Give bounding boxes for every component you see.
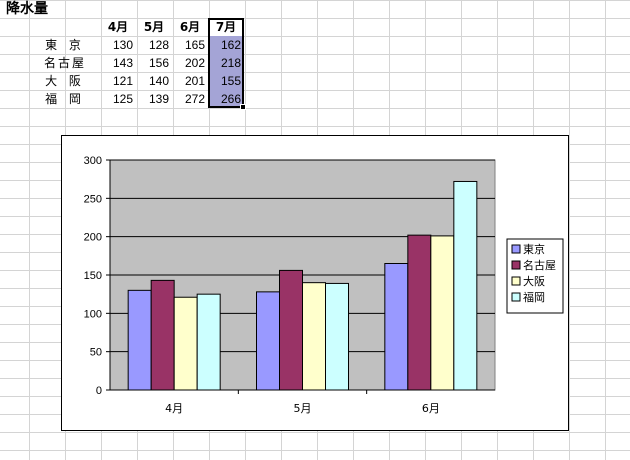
bar[interactable] bbox=[150, 279, 175, 391]
legend-swatch bbox=[511, 292, 521, 302]
y-tick-label: 200 bbox=[84, 232, 102, 244]
legend-label: 東京 bbox=[523, 242, 545, 256]
y-tick-label: 300 bbox=[84, 155, 102, 167]
y-tick-label: 250 bbox=[84, 193, 102, 205]
sheet-title-cell[interactable]: 降水量 bbox=[6, 1, 48, 17]
value-cell[interactable]: 130 bbox=[112, 38, 133, 52]
city-cell-tokyo[interactable]: 東 京 bbox=[45, 38, 85, 52]
legend-swatch bbox=[511, 276, 521, 286]
value-cell[interactable]: 128 bbox=[148, 38, 169, 52]
y-tick-label: 100 bbox=[84, 308, 102, 320]
bar[interactable] bbox=[407, 234, 432, 391]
bar[interactable] bbox=[430, 235, 455, 391]
header-cell-apr[interactable]: 4月 bbox=[107, 20, 129, 34]
value-cell[interactable]: 202 bbox=[184, 56, 205, 70]
legend-swatch bbox=[511, 260, 521, 270]
y-tick-label: 0 bbox=[96, 385, 102, 397]
x-category-label: 4月 bbox=[165, 402, 183, 415]
value-cell[interactable]: 272 bbox=[184, 92, 205, 106]
value-cell[interactable]: 156 bbox=[148, 56, 169, 70]
value-cell[interactable]: 165 bbox=[184, 38, 205, 52]
bar[interactable] bbox=[453, 180, 478, 391]
selected-value-cell[interactable]: 266 bbox=[208, 90, 244, 108]
y-tick-label: 150 bbox=[84, 270, 102, 282]
value-cell[interactable]: 201 bbox=[184, 74, 205, 88]
fill-handle[interactable] bbox=[240, 104, 246, 110]
y-tick-label: 50 bbox=[90, 347, 102, 359]
x-category-label: 6月 bbox=[422, 402, 440, 415]
selected-value-cell[interactable]: 155 bbox=[208, 72, 244, 90]
header-cell-jul[interactable]: 7月 bbox=[215, 20, 237, 34]
value-cell[interactable]: 121 bbox=[112, 74, 133, 88]
value-cell[interactable]: 125 bbox=[112, 92, 133, 106]
selected-value-cell[interactable]: 162 bbox=[208, 36, 244, 54]
value-cell[interactable]: 143 bbox=[112, 56, 133, 70]
x-category-label: 5月 bbox=[294, 402, 312, 415]
cell-selection-border bbox=[208, 18, 244, 108]
bar[interactable] bbox=[279, 269, 303, 391]
city-cell-nagoya[interactable]: 名古屋 bbox=[43, 56, 86, 70]
legend-label: 福岡 bbox=[523, 290, 545, 304]
bar[interactable] bbox=[325, 282, 349, 391]
chart-area[interactable]: 0 50 100 150 200 250 300 4月 5月 6月 東京名古屋大阪福岡 bbox=[61, 135, 569, 431]
bar[interactable] bbox=[196, 293, 221, 391]
header-cell-jun[interactable]: 6月 bbox=[179, 20, 201, 34]
legend-label: 名古屋 bbox=[523, 258, 556, 272]
selected-value-cell[interactable]: 218 bbox=[208, 54, 244, 72]
bar[interactable] bbox=[256, 291, 280, 391]
bar[interactable] bbox=[384, 263, 409, 391]
bar[interactable] bbox=[127, 289, 152, 391]
legend-label: 大阪 bbox=[523, 274, 545, 288]
bar[interactable] bbox=[302, 282, 326, 391]
value-cell[interactable]: 140 bbox=[148, 74, 169, 88]
value-cell[interactable]: 139 bbox=[148, 92, 169, 106]
city-cell-osaka[interactable]: 大 阪 bbox=[45, 74, 85, 88]
legend-swatch bbox=[511, 244, 521, 254]
bar[interactable] bbox=[173, 296, 198, 391]
city-cell-fukuoka[interactable]: 福 岡 bbox=[45, 92, 85, 106]
header-cell-may[interactable]: 5月 bbox=[143, 20, 165, 34]
